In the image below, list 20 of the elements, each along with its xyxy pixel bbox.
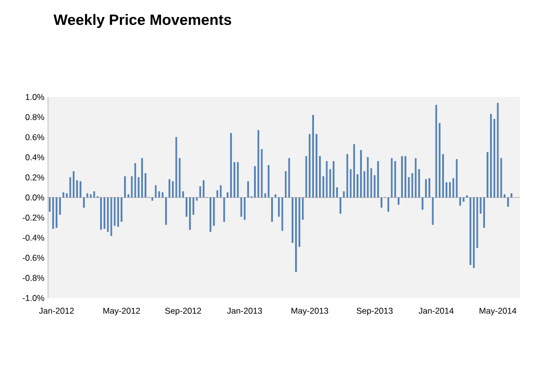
y-tick-label: -0.8% [22,274,44,281]
y-tick-label: -0.6% [22,254,44,261]
y-tick-label: -1.0% [22,295,44,301]
chart-title: Weekly Price Movements [54,14,232,28]
x-tick-label: Jan-2012 [39,308,74,314]
x-tick-label: May-2013 [292,308,328,316]
y-tick-label: 0.4% [26,154,44,160]
x-tick-label: Jan-2014 [418,308,454,314]
x-tick-label: Sep-2012 [165,308,202,316]
x-tick-label: Jan-2013 [227,308,262,314]
y-tick-label: 0.0% [26,194,44,200]
x-tick-label: Sep-2013 [356,308,393,316]
x-tick-label: May-2014 [480,308,516,316]
y-tick-label: 0.2% [26,174,44,180]
y-tick-label: 0.8% [26,114,44,120]
y-tick-label: 0.6% [26,134,44,140]
x-tick-label: May-2012 [103,308,140,316]
y-tick-label: -0.2% [22,214,44,221]
y-tick-label: -0.4% [22,234,44,241]
y-tick-label: 1.0% [26,94,44,100]
